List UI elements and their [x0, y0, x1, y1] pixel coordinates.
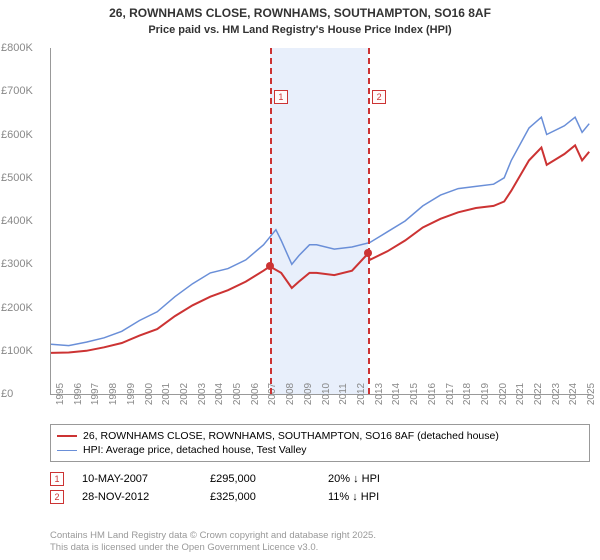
x-tick-label: 2008	[281, 383, 296, 405]
y-tick-label: £800K	[1, 42, 51, 54]
x-tick-label: 2018	[458, 383, 473, 405]
footer: Contains HM Land Registry data © Crown c…	[50, 530, 376, 554]
legend-swatch-hpi	[57, 450, 77, 451]
x-tick-label: 1999	[122, 383, 137, 405]
footer-line1: Contains HM Land Registry data © Crown c…	[50, 530, 376, 541]
x-tick-label: 1996	[69, 383, 84, 405]
sale-vline-marker: 1	[274, 90, 288, 104]
y-tick-label: £700K	[1, 85, 51, 97]
sale-vline-marker: 2	[372, 90, 386, 104]
x-tick-label: 2022	[529, 383, 544, 405]
x-tick-label: 2010	[317, 383, 332, 405]
sale-point	[364, 249, 372, 257]
x-tick-label: 2016	[423, 383, 438, 405]
x-tick-label: 2012	[352, 383, 367, 405]
title-line2: Price paid vs. HM Land Registry's House …	[148, 24, 451, 36]
x-tick-label: 2009	[299, 383, 314, 405]
x-tick-label: 2001	[157, 383, 172, 405]
legend-label-hpi: HPI: Average price, detached house, Test…	[83, 444, 307, 456]
sale-marker-2: 2	[50, 490, 64, 504]
x-tick-label: 2025	[582, 383, 597, 405]
x-tick-label: 2014	[387, 383, 402, 405]
series-price_paid	[51, 145, 589, 353]
sales-row: 2 28-NOV-2012 £325,000 11% ↓ HPI	[50, 488, 590, 506]
footer-line2: This data is licensed under the Open Gov…	[50, 542, 318, 553]
series-hpi	[51, 117, 589, 345]
legend-label-price: 26, ROWNHAMS CLOSE, ROWNHAMS, SOUTHAMPTO…	[83, 430, 499, 442]
plot-area: £0£100K£200K£300K£400K£500K£600K£700K£80…	[50, 48, 591, 395]
x-tick-label: 2017	[441, 383, 456, 405]
x-tick-label: 2024	[564, 383, 579, 405]
legend-swatch-price	[57, 435, 77, 437]
legend-item-price: 26, ROWNHAMS CLOSE, ROWNHAMS, SOUTHAMPTO…	[57, 429, 583, 443]
sales-row: 1 10-MAY-2007 £295,000 20% ↓ HPI	[50, 470, 590, 488]
sale-point	[266, 262, 274, 270]
chart-container: 26, ROWNHAMS CLOSE, ROWNHAMS, SOUTHAMPTO…	[0, 0, 600, 560]
sale-vline	[270, 48, 272, 394]
x-tick-label: 2013	[370, 383, 385, 405]
x-tick-label: 1998	[104, 383, 119, 405]
sale-price-2: £325,000	[210, 491, 310, 503]
chart-title: 26, ROWNHAMS CLOSE, ROWNHAMS, SOUTHAMPTO…	[0, 0, 600, 37]
x-tick-label: 1995	[51, 383, 66, 405]
sale-diff-2: 11% ↓ HPI	[328, 491, 448, 503]
y-tick-label: £300K	[1, 258, 51, 270]
sale-date-2: 28-NOV-2012	[82, 491, 192, 503]
y-tick-label: £400K	[1, 215, 51, 227]
x-tick-label: 2003	[193, 383, 208, 405]
sales-table: 1 10-MAY-2007 £295,000 20% ↓ HPI 2 28-NO…	[50, 470, 590, 506]
sale-diff-1: 20% ↓ HPI	[328, 473, 448, 485]
x-tick-label: 2005	[228, 383, 243, 405]
x-tick-label: 2020	[494, 383, 509, 405]
sale-vline	[368, 48, 370, 394]
chart-svg	[51, 48, 591, 394]
x-tick-label: 2011	[334, 383, 349, 405]
y-tick-label: £100K	[1, 345, 51, 357]
y-tick-label: £600K	[1, 129, 51, 141]
sale-price-1: £295,000	[210, 473, 310, 485]
legend-item-hpi: HPI: Average price, detached house, Test…	[57, 443, 583, 457]
y-tick-label: £200K	[1, 302, 51, 314]
y-tick-label: £500K	[1, 172, 51, 184]
x-tick-label: 2023	[547, 383, 562, 405]
x-tick-label: 1997	[86, 383, 101, 405]
x-tick-label: 2002	[175, 383, 190, 405]
x-tick-label: 2021	[511, 383, 526, 405]
x-tick-label: 2015	[405, 383, 420, 405]
y-tick-label: £0	[1, 388, 51, 400]
title-line1: 26, ROWNHAMS CLOSE, ROWNHAMS, SOUTHAMPTO…	[109, 6, 491, 20]
sale-date-1: 10-MAY-2007	[82, 473, 192, 485]
x-tick-label: 2019	[476, 383, 491, 405]
legend: 26, ROWNHAMS CLOSE, ROWNHAMS, SOUTHAMPTO…	[50, 424, 590, 462]
x-tick-label: 2006	[246, 383, 261, 405]
x-tick-label: 2000	[140, 383, 155, 405]
x-tick-label: 2004	[210, 383, 225, 405]
sale-marker-1: 1	[50, 472, 64, 486]
